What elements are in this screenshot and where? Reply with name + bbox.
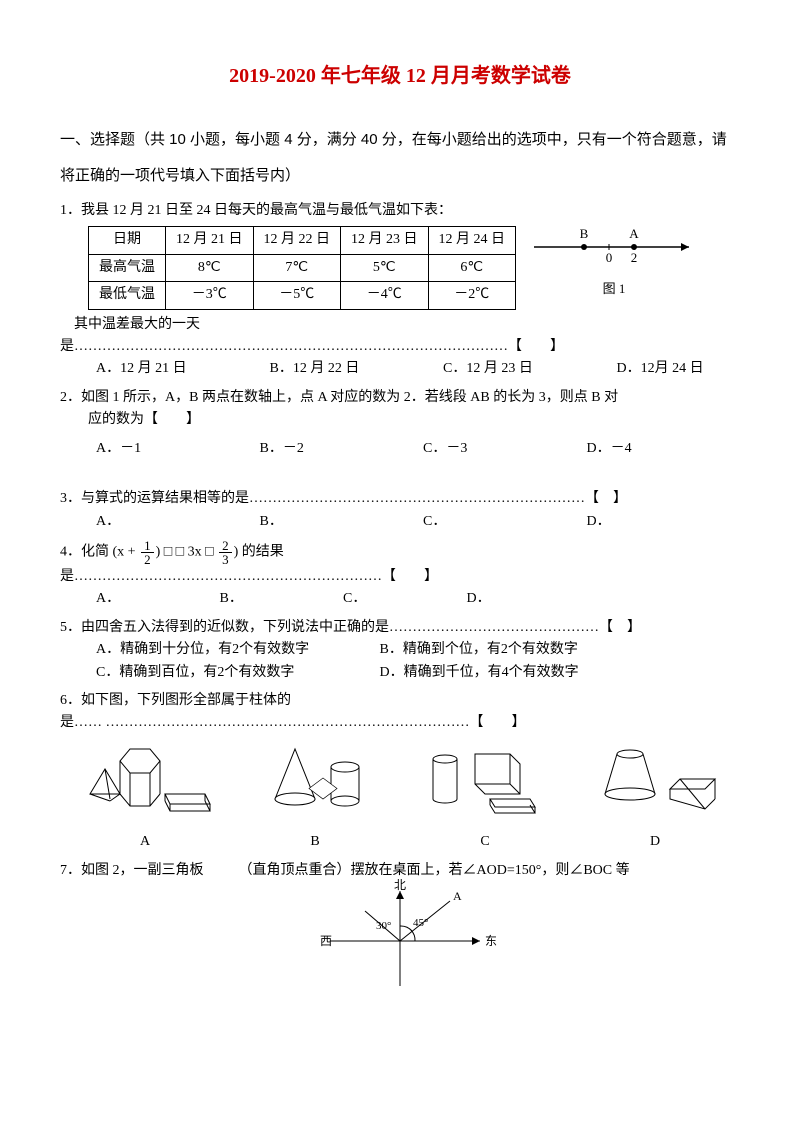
question-2: 2．如图 1 所示，A，B 两点在数轴上，点 A 对应的数为 2．若线段 AB …	[60, 387, 740, 460]
q4-stem-c: ) 的结果	[234, 545, 284, 560]
table-row: 日期 12 月 21 日 12 月 22 日 12 月 23 日 12 月 24…	[89, 227, 516, 254]
q6-labels: A B C D	[60, 831, 740, 853]
q6-figures	[60, 739, 740, 827]
q6-fig-a	[70, 739, 220, 827]
q6-fig-b	[240, 739, 390, 827]
question-6: 6．如下图，下列图形全部属于柱体的 是…… …………………………………………………	[60, 690, 740, 854]
svg-text:2: 2	[631, 250, 638, 265]
q1-table: 日期 12 月 21 日 12 月 22 日 12 月 23 日 12 月 24…	[88, 226, 516, 309]
question-1: 1．我县 12 月 21 日至 24 日每天的最高气温与最低气温如下表： 日期 …	[60, 200, 740, 381]
svg-text:东: 东	[485, 934, 497, 948]
q5-options: A．精确到十分位，有2个有效数字 B．精确到个位，有2个有效数字 C．精确到百位…	[60, 639, 740, 684]
q6-fig-d	[580, 739, 730, 827]
svg-text:45°: 45°	[413, 917, 428, 929]
svg-text:B: B	[580, 226, 589, 241]
q6-fig-c	[410, 739, 560, 827]
q6-tail: 是…… ……………………………………………………………………【 】	[60, 712, 740, 734]
figure-compass: 北 东 西 A 30° 45°	[60, 886, 740, 1004]
q4-options: A． B． C． D．	[60, 588, 740, 610]
svg-text:A: A	[453, 889, 462, 903]
svg-text:北: 北	[394, 878, 406, 892]
fraction-2-3: 23	[219, 539, 232, 566]
q1-tail1: 其中温差最大的一天	[60, 314, 740, 336]
q4-stem-a: 4．化简 (x +	[60, 545, 139, 560]
table-row: 最低气温 －3℃ －5℃ －4℃ －2℃	[89, 282, 516, 309]
q6-stem: 6．如下图，下列图形全部属于柱体的	[60, 690, 740, 712]
q2-stem: 2．如图 1 所示，A，B 两点在数轴上，点 A 对应的数为 2．若线段 AB …	[60, 387, 740, 409]
q1-options: A．12 月 21 日 B．12 月 22 日 C．12 月 23 日 D．12…	[60, 358, 740, 380]
fraction-1-2: 12	[141, 539, 154, 566]
question-5: 5．由四舍五入法得到的近似数，下列说法中正确的是………………………………………【…	[60, 617, 740, 684]
q4-tail: 是…………………………………………………………【 】	[60, 566, 740, 588]
svg-text:A: A	[629, 226, 639, 241]
q1-tail2: 是…………………………………………………………………………………【 】	[60, 336, 740, 358]
q1-stem: 1．我县 12 月 21 日至 24 日每天的最高气温与最低气温如下表：	[60, 200, 740, 222]
q3-options: A． B． C． D．	[60, 511, 740, 533]
figure-1-numberline: B A 0 2 图 1	[524, 222, 704, 299]
page-title: 2019-2020 年七年级 12 月月考数学试卷	[60, 60, 740, 92]
q2-stem2: 应的数为【 】	[60, 409, 740, 431]
q5-stem: 5．由四舍五入法得到的近似数，下列说法中正确的是………………………………………【…	[60, 617, 740, 639]
svg-text:30°: 30°	[376, 920, 391, 932]
svg-text:西: 西	[320, 934, 332, 948]
figure-1-caption: 图 1	[524, 279, 704, 300]
section-1-heading: 一、选择题（共 10 小题，每小题 4 分，满分 40 分，在每小题给出的选项中…	[60, 122, 740, 194]
q2-options: A．－1 B．－2 C．－3 D．－4	[60, 438, 740, 460]
table-row: 最高气温 8℃ 7℃ 5℃ 6℃	[89, 254, 516, 281]
svg-text:0: 0	[606, 250, 613, 265]
q4-stem-b: ) □ □ 3x □	[156, 545, 218, 560]
question-4: 4．化简 (x + 12) □ □ 3x □ 23) 的结果 是………………………	[60, 539, 740, 611]
q3-stem: 3．与算式的运算结果相等的是………………………………………………………………【 …	[60, 488, 740, 510]
question-7: 7．如图 2，一副三角板 （直角顶点重合）摆放在桌面上，若∠AOD=150°，则…	[60, 860, 740, 1005]
question-3: 3．与算式的运算结果相等的是………………………………………………………………【 …	[60, 488, 740, 533]
